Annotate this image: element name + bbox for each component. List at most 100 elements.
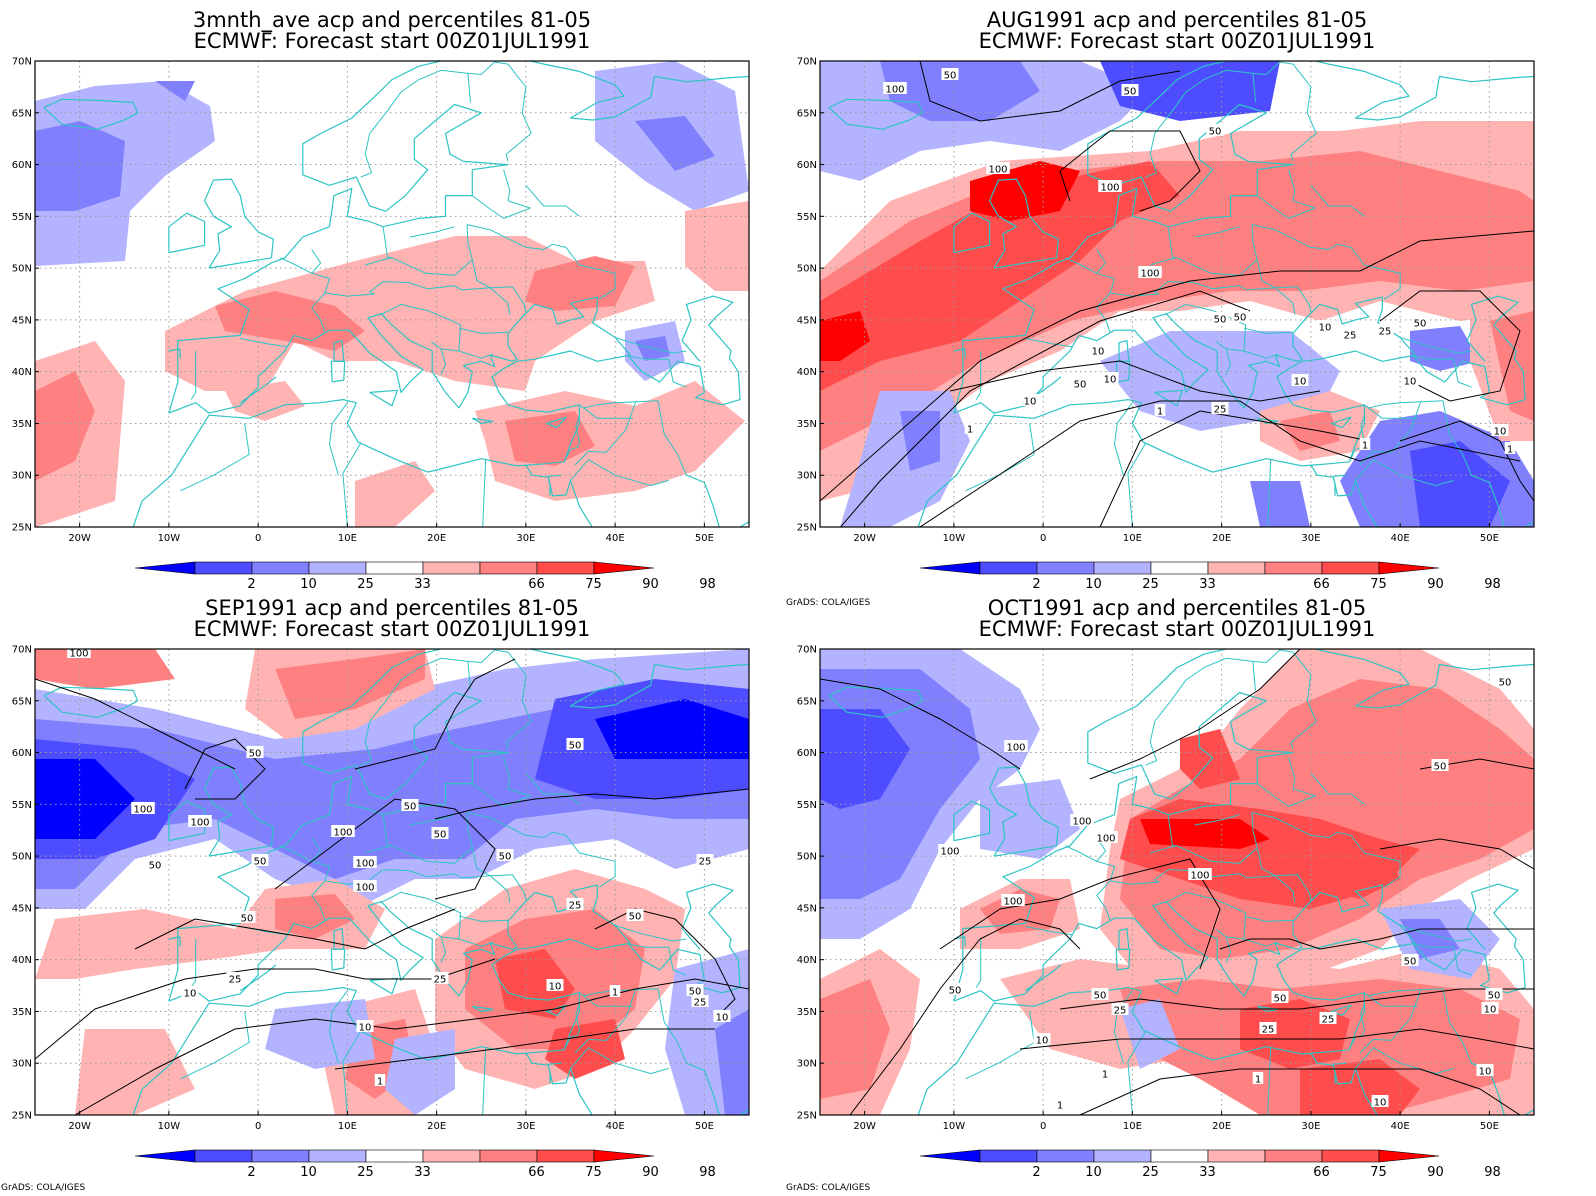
- lat-tick-label: 25N: [797, 523, 817, 534]
- contour-label-text: 50: [254, 857, 267, 868]
- contour-line: [949, 360, 1321, 402]
- coastline: [43, 98, 139, 130]
- contour-label-text: 1: [1255, 1075, 1261, 1086]
- lat-tick-label: 55N: [797, 800, 817, 811]
- coastline: [527, 61, 749, 121]
- contour-label: 25: [431, 972, 449, 986]
- country-borders: [180, 649, 687, 1115]
- country-border: [574, 989, 637, 1054]
- contour-label: 50: [246, 746, 264, 760]
- coastline: [917, 884, 1416, 1115]
- contour-label-bg: [1091, 988, 1109, 1000]
- colorbar-segment: [422, 561, 481, 575]
- percentile-shading: [35, 649, 749, 1115]
- shaded-region-p25: [1410, 326, 1480, 371]
- colorbar-segment: [1150, 1149, 1209, 1163]
- shaded-region-p75: [1280, 411, 1340, 451]
- colorbar-segment: [1207, 561, 1266, 575]
- contour-label-bg: [1071, 377, 1089, 389]
- contour-label-bg: [1021, 394, 1039, 406]
- country-border: [1256, 259, 1312, 312]
- contour-label: 1: [1054, 1098, 1066, 1112]
- contour-label-bg: [353, 880, 377, 892]
- lon-tick-label: 50E: [695, 1121, 714, 1132]
- country-border: [1065, 257, 1115, 333]
- coastline: [953, 936, 967, 947]
- shaded-region-p66: [225, 381, 305, 421]
- country-border: [1399, 337, 1472, 354]
- map-panel-3mnth-ave: 3mnth_ave acp and percentiles 81-05 ECMW…: [12, 8, 750, 592]
- country-border: [466, 812, 616, 888]
- country-border: [1225, 936, 1231, 963]
- contour-label: 50: [1211, 312, 1229, 326]
- colorbar: 2 10 25 33 66 75 90 98: [134, 1149, 716, 1180]
- lat-tick-label: 40N: [12, 367, 32, 378]
- lat-tick-label: 40N: [12, 955, 32, 966]
- lat-tick-label: 50N: [12, 852, 32, 863]
- contour-line: [820, 230, 1534, 502]
- contour-label: 1: [1504, 442, 1516, 456]
- country-border: [975, 939, 982, 988]
- country-border: [458, 327, 509, 334]
- country-border: [628, 355, 687, 388]
- country-border: [579, 992, 633, 1007]
- colorbar-arrow-high: [593, 561, 655, 575]
- country-border: [458, 915, 509, 922]
- contour-label-bg: [1211, 312, 1229, 324]
- contour-label-text: 50: [1434, 762, 1447, 773]
- contour-label: 50: [686, 984, 704, 998]
- lat-tick-label: 30N: [12, 1059, 32, 1070]
- latitude-labels: 70N 65N 60N 55N 50N 45N 40N 35N 30N 25N: [797, 645, 824, 1122]
- country-border: [1110, 281, 1247, 297]
- coastline: [204, 178, 274, 269]
- colorbar-segment: [422, 1149, 481, 1163]
- coastline: [953, 61, 1320, 414]
- colorbar-label: 2: [247, 577, 255, 592]
- colorbar: 2 10 25 33 66 75 90 98: [919, 1149, 1501, 1180]
- country-border: [657, 400, 687, 476]
- contour-label-bg: [686, 984, 704, 996]
- contour-label-text: 25: [1262, 1025, 1275, 1036]
- contour-label: 10: [1033, 1033, 1051, 1047]
- country-border: [614, 337, 687, 354]
- lat-tick-label: 50N: [797, 264, 817, 275]
- country-border: [570, 1047, 669, 1075]
- contour-label-text: 10: [1092, 347, 1105, 358]
- contour-label-bg: [696, 854, 714, 866]
- contour-label: 50: [1071, 377, 1089, 391]
- country-border: [190, 939, 197, 988]
- country-border: [1364, 992, 1418, 1007]
- contour-label-text: 25: [1322, 1015, 1335, 1026]
- coastline: [1413, 883, 1526, 994]
- coastline: [1115, 948, 1131, 971]
- colorbar-label: 90: [1427, 1165, 1444, 1180]
- contour-label-bg: [986, 162, 1010, 174]
- lat-tick-label: 65N: [12, 108, 32, 119]
- colorbar-segment: [251, 561, 310, 575]
- country-borders: [965, 61, 1472, 527]
- shaded-region-p90: [495, 949, 575, 1019]
- lat-tick-label: 65N: [12, 696, 32, 707]
- coastlines: [43, 649, 749, 1115]
- contour-label-text: 1: [1057, 1101, 1063, 1112]
- map-frame: [819, 60, 1535, 528]
- colorbar-segment: [536, 1149, 595, 1163]
- shaded-region-p33: [265, 999, 375, 1069]
- lat-tick-label: 60N: [797, 748, 817, 759]
- contour-label: 50: [1401, 954, 1419, 968]
- grads-credit: GrADS: COLA/IGES: [786, 1183, 870, 1193]
- contour-label-text: 1: [612, 988, 618, 999]
- contour-label-text: 100: [355, 883, 374, 894]
- contour-label-text: 100: [190, 818, 209, 829]
- contour-label-text: 10: [184, 989, 197, 1000]
- contour-label-text: 100: [940, 847, 959, 858]
- country-border: [1256, 847, 1312, 900]
- colorbar-segment: [1264, 561, 1323, 575]
- contour-label-bg: [374, 1074, 386, 1086]
- contour-label-text: 50: [1124, 87, 1137, 98]
- country-border: [1165, 303, 1247, 352]
- country-border: [505, 651, 532, 750]
- colorbar-segment: [1036, 1149, 1095, 1163]
- country-border: [1256, 757, 1316, 807]
